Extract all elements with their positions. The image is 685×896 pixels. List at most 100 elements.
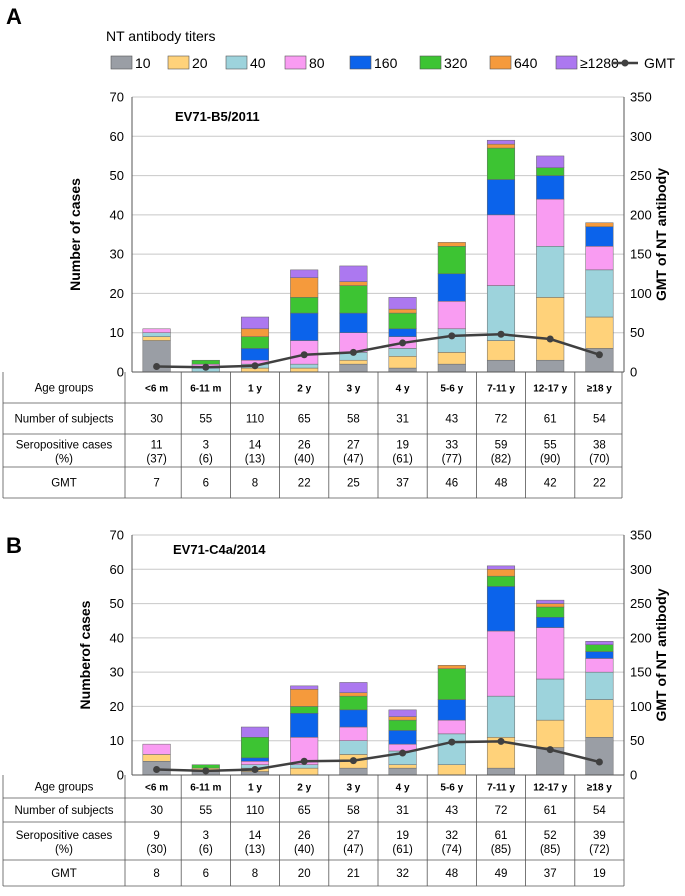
table-cell: 55 (544, 440, 557, 452)
gmt-point (546, 746, 554, 754)
table-cell: 21 (347, 868, 360, 880)
table-cell: 65 (298, 414, 311, 426)
bar-segment (388, 764, 417, 769)
bar-segment (240, 348, 270, 361)
legend-label-20: 20 (192, 55, 208, 71)
x-category-label: 6-11 m (190, 783, 221, 794)
table-cell: (74) (442, 844, 463, 856)
panel-b: B 0 10 20 30 40 50 60 70 0 50 100 150 200 250 300 350 EV… (2, 528, 669, 887)
legend-swatch-20 (167, 55, 190, 70)
x-category-label: ≥18 y (587, 783, 612, 794)
bar-segment (585, 644, 614, 652)
bar-segment (585, 246, 614, 271)
bar-segment (486, 139, 516, 145)
bar-segment (388, 356, 417, 369)
gmt-point (300, 757, 308, 765)
legend-swatch-10 (110, 55, 133, 70)
bar-segment (142, 336, 171, 341)
legend-swatch-160 (349, 55, 372, 70)
table-row-label: (%) (55, 844, 73, 856)
table-cell: 22 (593, 478, 606, 490)
table-cell: 9 (153, 830, 159, 842)
bar-segment (585, 316, 614, 349)
bar-segment (536, 198, 565, 247)
bar-segment (290, 767, 319, 776)
bar-segment (388, 716, 417, 721)
table-cell: 19 (396, 440, 409, 452)
x-category-label: 12-17 y (533, 783, 567, 794)
bar-segment (437, 699, 466, 721)
gmt-point (202, 767, 210, 775)
bar-segment (486, 340, 516, 361)
x-category-label: 7-11 y (487, 783, 515, 794)
bar-segment (339, 682, 368, 693)
table-row-label: Number of subjects (14, 805, 113, 817)
table-cell: (61) (392, 454, 413, 466)
bar-segment (339, 709, 368, 728)
bar-segment (388, 297, 417, 310)
gmt-point (153, 363, 161, 370)
bar-segment (339, 285, 368, 314)
gmt-point (497, 737, 505, 745)
y2-tick-label: 50 (630, 733, 644, 748)
table-header-label: Age groups (35, 383, 94, 395)
gmt-point (251, 362, 259, 370)
table-cell: 37 (544, 868, 557, 880)
table-cell: 37 (396, 478, 409, 490)
table-b: Age groups <6 m 6-11 m 1 y 2 y 3 y 4 y 5-6 y 7-1… (2, 775, 625, 887)
table-cell: 8 (252, 868, 258, 880)
bar-segment (536, 359, 565, 373)
bar-segment (290, 277, 319, 298)
bar-segment (536, 606, 565, 618)
bar-segment (388, 348, 417, 357)
bar-segment (437, 668, 466, 700)
legend-label-640: 640 (514, 55, 538, 71)
bar-segment (240, 757, 270, 762)
bar-segment (585, 651, 614, 659)
table-cell: (47) (343, 844, 364, 856)
bar-segment (536, 175, 565, 200)
legend-label-80: 80 (309, 55, 325, 71)
bar-segment (240, 316, 270, 330)
y-tick-label: 10 (110, 325, 124, 340)
table-cell: 6 (203, 868, 209, 880)
gmt-point (153, 766, 161, 774)
table-cell: (77) (442, 454, 463, 466)
table-cell: 43 (445, 805, 458, 817)
table-row-label: (%) (55, 454, 73, 466)
bar-segment (240, 761, 270, 765)
y2-tick-label: 150 (630, 665, 652, 680)
y-axis-title: Number of cases (67, 178, 83, 291)
table-cell: (85) (540, 844, 561, 856)
bar-segment (536, 719, 565, 748)
chart-title: EV71-B5/2011 (175, 109, 260, 124)
table-cell: (40) (294, 844, 315, 856)
table-row-label: GMT (51, 868, 77, 880)
x-category-label: 2 y (297, 783, 311, 794)
x-category-label: 3 y (346, 783, 360, 794)
gmt-point (399, 749, 407, 757)
bar-segment (191, 359, 220, 365)
table-cell: 43 (445, 414, 458, 426)
bar-segment (437, 352, 466, 365)
table-cell: 72 (495, 414, 508, 426)
table-cell: 30 (150, 414, 163, 426)
y2-tick-label: 150 (630, 247, 652, 262)
bar-segment (240, 726, 270, 738)
y2-tick-label: 0 (630, 365, 637, 380)
table-cell: (85) (491, 844, 512, 856)
bar-segment (388, 730, 417, 745)
legend-swatch-40 (225, 55, 248, 70)
table-a: Age groups <6 m 6-11 m 1 y 2 y 3 y 4 y 5-6 y 7-1… (2, 372, 623, 499)
y2-tick-label: 350 (630, 528, 652, 543)
bar-segment (437, 719, 466, 735)
y-tick-label: 50 (110, 596, 124, 611)
gmt-point (595, 758, 603, 766)
table-cell: 31 (396, 805, 409, 817)
bar-segment (536, 155, 565, 168)
gmt-point (300, 351, 308, 359)
bar-segment (142, 328, 171, 333)
table-cell: (13) (245, 844, 266, 856)
y-tick-label: 50 (110, 168, 124, 183)
bar-segment (486, 569, 516, 577)
